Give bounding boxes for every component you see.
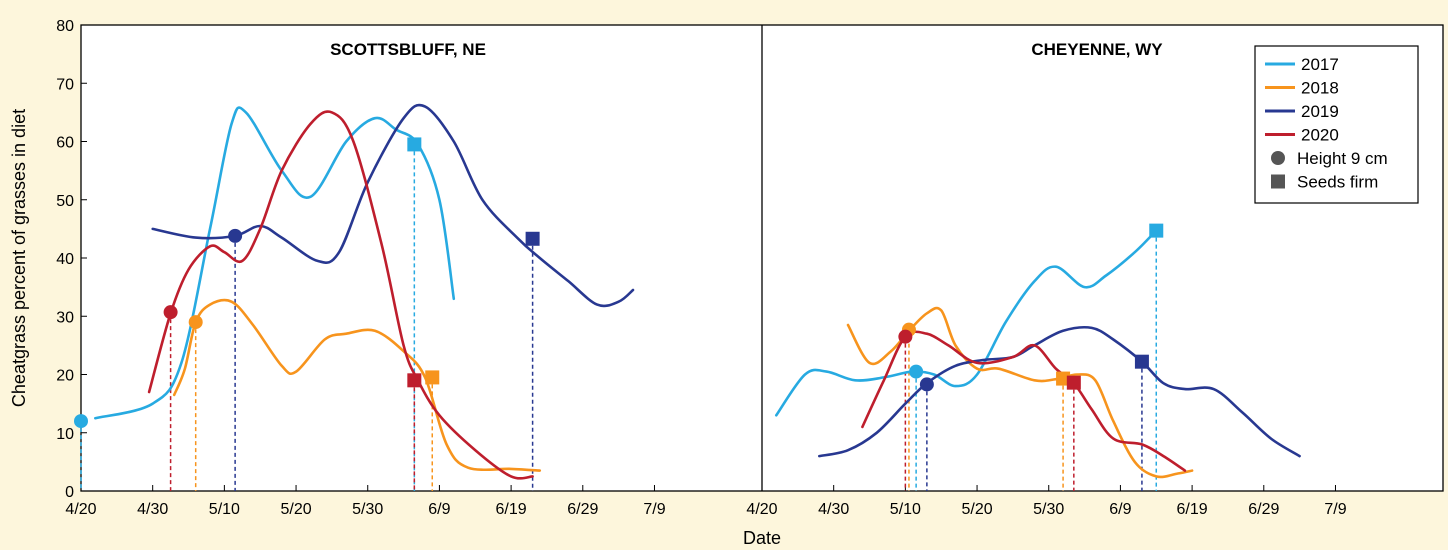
axes-layer: 0 10 20 30 40 50 60 70 80 4/20 4/30 5/10 5/20 5/30 6/9… (56, 18, 1346, 518)
height-marker-2019 (919, 377, 934, 392)
legend-items: 2017 2018 2019 2020 Height 9 cm Seeds firm (1265, 55, 1388, 192)
series-line-2020 (147, 110, 534, 480)
legend-square-icon (1271, 174, 1285, 189)
seeds-marker-2017 (1149, 223, 1164, 238)
y-tick-label: 20 (56, 368, 74, 385)
x-tick-label: 6/9 (1109, 501, 1131, 518)
x-tick-label: 6/29 (567, 501, 598, 518)
panel-title-left: SCOTTSBLUFF, NE (330, 40, 486, 59)
legend-label: 2020 (1301, 126, 1339, 145)
y-tick-label: 10 (56, 426, 74, 443)
x-axis-label: Date (743, 528, 781, 548)
series-line-2019 (818, 326, 1301, 458)
x-tick-label: 4/20 (65, 501, 96, 518)
x-tick-label: 6/29 (1248, 501, 1279, 518)
height-marker-2020 (898, 329, 913, 344)
seeds-marker-2018 (425, 370, 440, 385)
y-tick-label: 60 (56, 135, 74, 152)
x-tick-label: 5/30 (352, 501, 383, 518)
x-tick-label: 7/9 (643, 501, 665, 518)
legend-label: 2018 (1301, 79, 1339, 98)
series-line-2018 (172, 298, 542, 472)
x-tick-label: 5/30 (1033, 501, 1064, 518)
seeds-marker-2019 (525, 231, 540, 246)
seeds-marker-2018 (1056, 371, 1071, 386)
y-tick-label: 70 (56, 76, 74, 93)
height-marker-2018 (188, 315, 203, 330)
seeds-marker-2020 (407, 373, 422, 388)
legend-label: Height 9 cm (1297, 149, 1388, 168)
x-tick-label: 6/19 (496, 501, 527, 518)
x-tick-label: 7/9 (1324, 501, 1346, 518)
x-tick-label: 4/20 (746, 501, 777, 518)
height-marker-2020 (163, 305, 178, 320)
seeds-marker-2020 (1066, 375, 1081, 390)
x-tick-label: 5/20 (280, 501, 311, 518)
y-tick-label: 50 (56, 193, 74, 210)
y-tick-label: 40 (56, 251, 74, 268)
y-tick-label: 30 (56, 309, 74, 326)
y-tick-label: 0 (65, 484, 74, 501)
series-line-2017 (775, 229, 1158, 417)
panel-title-right: CHEYENNE, WY (1031, 40, 1163, 59)
series-line-2019 (151, 103, 635, 308)
x-tick-label: 4/30 (137, 501, 168, 518)
x-tick-label: 5/20 (961, 501, 992, 518)
x-tick-label: 6/9 (428, 501, 450, 518)
legend: 2017 2018 2019 2020 Height 9 cm Seeds firm (1254, 45, 1419, 204)
height-marker-2017 (74, 414, 88, 429)
legend-label: 2019 (1301, 102, 1339, 121)
x-tick-label: 4/30 (818, 501, 849, 518)
x-tick-label: 6/19 (1177, 501, 1208, 518)
y-axis-label: Cheatgrass percent of grasses in diet (9, 109, 29, 407)
dashed-guide-layer (80, 144, 1158, 491)
height-marker-2017 (909, 364, 924, 379)
seeds-marker-2019 (1134, 354, 1149, 369)
legend-label: 2017 (1301, 55, 1339, 74)
legend-circle-icon (1271, 151, 1285, 165)
marker-layer (74, 137, 1164, 429)
x-tick-label: 5/10 (890, 501, 921, 518)
legend-label: Seeds firm (1297, 173, 1378, 192)
x-tick-label: 5/10 (209, 501, 240, 518)
y-tick-label: 80 (56, 18, 74, 35)
height-marker-2019 (228, 228, 243, 243)
series-layer (94, 103, 1301, 480)
seeds-marker-2017 (407, 137, 422, 152)
